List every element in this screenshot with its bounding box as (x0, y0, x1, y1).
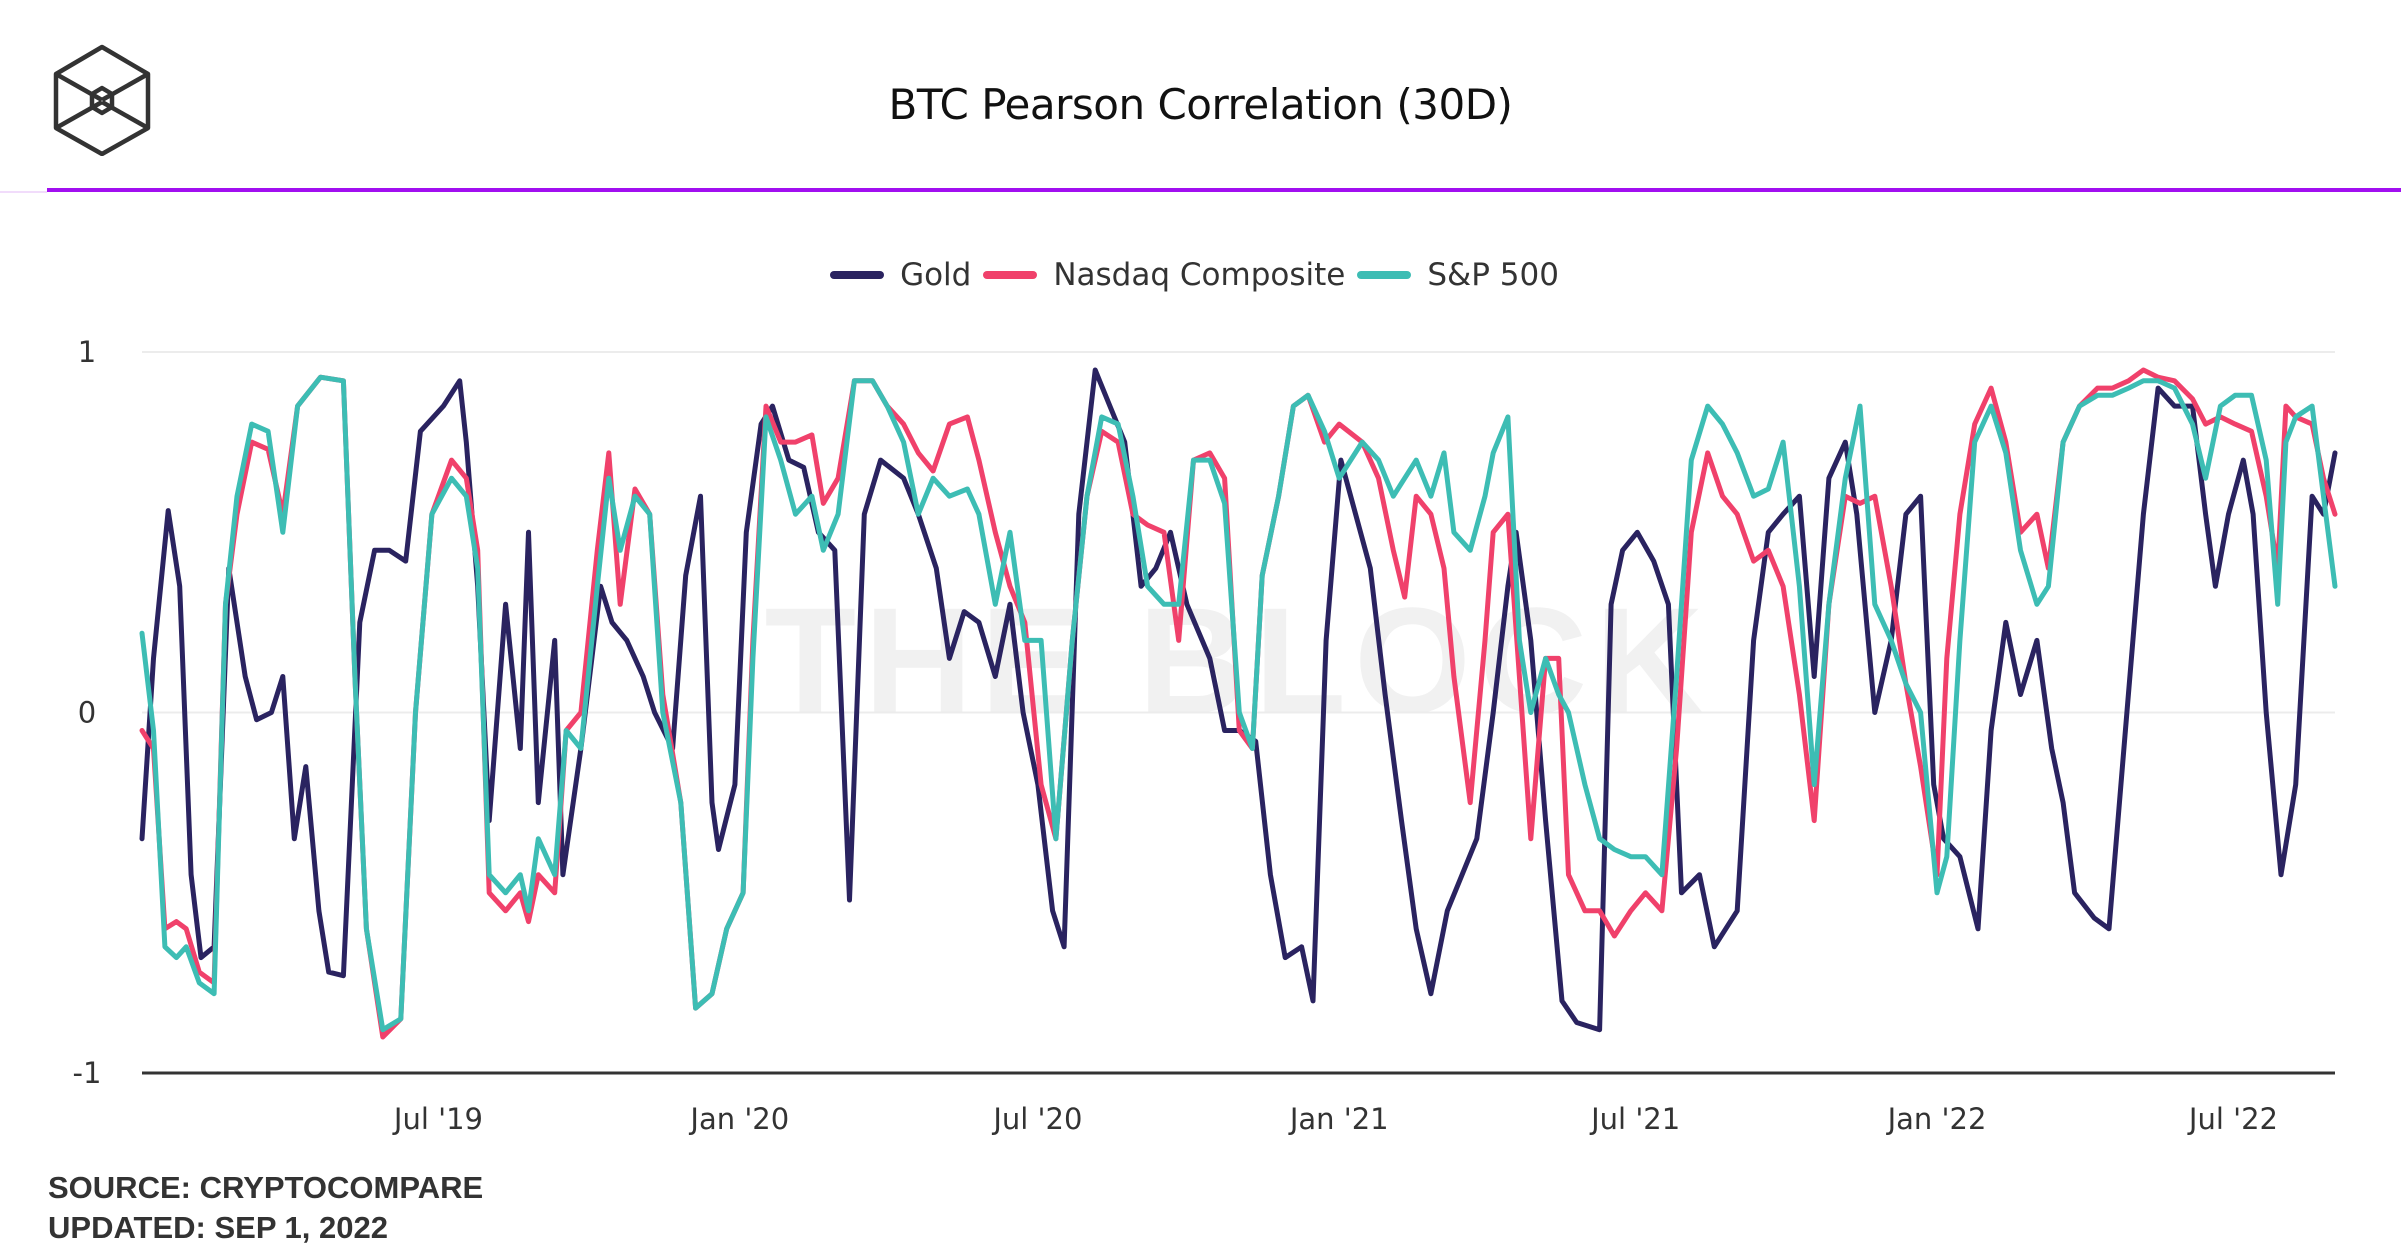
legend-swatch-sp500 (1357, 271, 1412, 279)
legend-item-sp500[interactable]: S&P 500 (1357, 257, 1559, 293)
x-tick-label: Jul '22 (2187, 1102, 2278, 1136)
x-tick-label: Jul '20 (991, 1102, 1082, 1136)
header-divider (47, 188, 2401, 192)
series-line-s-p-500 (139, 374, 2338, 1033)
x-tick-label: Jul '21 (1589, 1102, 1680, 1136)
legend-item-gold[interactable]: Gold (830, 257, 971, 293)
chart-title: BTC Pearson Correlation (30D) (888, 80, 1513, 129)
x-tick-label: Jan '21 (1288, 1102, 1389, 1136)
header-divider-faint (0, 191, 47, 193)
y-tick-label: 1 (78, 335, 96, 369)
x-tick-label: Jan '22 (1886, 1102, 1987, 1136)
source-note: SOURCE: CRYPTOCOMPARE (48, 1170, 484, 1205)
y-tick-label: -1 (73, 1056, 102, 1090)
legend-label-nasdaq: Nasdaq Composite (1053, 257, 1346, 293)
legend-label-sp500: S&P 500 (1427, 257, 1559, 293)
footer: SOURCE: CRYPTOCOMPARE UPDATED: SEP 1, 20… (48, 1168, 483, 1248)
legend-swatch-nasdaq (983, 271, 1038, 279)
the-block-logo-icon (53, 44, 151, 156)
x-tick-label: Jul '19 (392, 1102, 483, 1136)
legend-label-gold: Gold (900, 257, 972, 293)
legend-item-nasdaq[interactable]: Nasdaq Composite (983, 257, 1345, 293)
y-tick-label: 0 (78, 696, 96, 730)
x-tick-label: Jan '20 (688, 1102, 789, 1136)
series-line-nasdaq-composite (139, 367, 2338, 1040)
legend: Gold Nasdaq Composite S&P 500 (0, 257, 2401, 293)
legend-swatch-gold (830, 271, 885, 279)
updated-note: UPDATED: SEP 1, 2022 (48, 1210, 388, 1245)
